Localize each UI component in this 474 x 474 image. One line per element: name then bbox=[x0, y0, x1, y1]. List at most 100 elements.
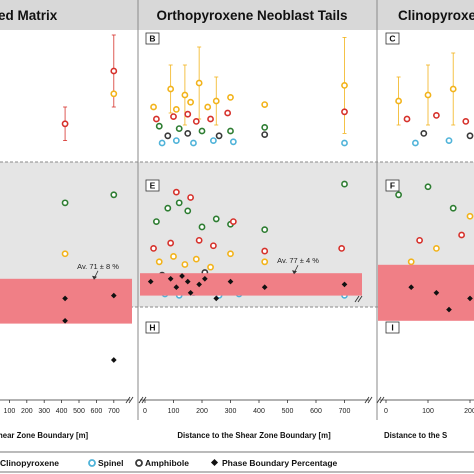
orthopyroxene-point-F-2 bbox=[466, 212, 474, 220]
orthopyroxene-point-E-0 bbox=[155, 258, 163, 266]
amphibole-point-C-1 bbox=[466, 132, 474, 140]
orthopyroxene-point-F-0 bbox=[407, 258, 415, 266]
orthopyroxene-point-C-2 bbox=[449, 52, 457, 126]
svg-text:Av. 77 ± 4 %: Av. 77 ± 4 % bbox=[277, 256, 319, 265]
x-tick-label-col1-7: 700 bbox=[108, 408, 120, 415]
olivine-point-B-3 bbox=[227, 127, 234, 135]
x-tick-label-col2-1: 100 bbox=[168, 408, 180, 415]
x-tick-label-col2-2: 200 bbox=[196, 408, 208, 415]
legend-label-phase-boundary: Phase Boundary Percentage bbox=[222, 458, 338, 468]
clinopyroxene-point-E-5 bbox=[209, 242, 217, 250]
legend-marker-phase-boundary bbox=[210, 458, 219, 467]
clinopyroxene-point-B-4 bbox=[207, 115, 214, 123]
orthopyroxene-point-B-5 bbox=[195, 46, 203, 120]
legend-label-amphibole: Amphibole bbox=[145, 458, 189, 468]
olivine-point-E-0 bbox=[152, 218, 160, 225]
legend-marker-spinel bbox=[88, 459, 96, 467]
olivine-point-col1-middle-1 bbox=[61, 199, 69, 207]
olivine-point-B-2 bbox=[198, 127, 206, 135]
average-band-col1-bottom bbox=[0, 278, 132, 324]
legend-label-clinopyroxene: Clinopyroxene bbox=[0, 458, 59, 468]
svg-text:C: C bbox=[389, 34, 395, 44]
panel-label-h: H bbox=[145, 321, 160, 334]
orthopyroxene-point-E-6 bbox=[261, 258, 269, 266]
panel-label-f: F bbox=[385, 179, 400, 192]
spinel-point-C-0 bbox=[411, 139, 419, 147]
olivine-point-F-2 bbox=[449, 204, 457, 212]
orthopyroxene-point-E-1 bbox=[170, 253, 177, 260]
average-band-H bbox=[140, 273, 362, 296]
orthopyroxene-point-F-1 bbox=[432, 244, 440, 252]
orthopyroxene-point-B-7 bbox=[212, 76, 220, 126]
svg-text:B: B bbox=[149, 34, 155, 44]
x-tick-label-col2-6: 600 bbox=[310, 408, 322, 415]
olivine-point-col1-middle-2 bbox=[110, 191, 118, 199]
phase-boundary-point-H-1 bbox=[167, 275, 174, 282]
phase-boundary-point-H-8 bbox=[213, 295, 220, 302]
clinopyroxene-point-F-1 bbox=[458, 231, 465, 239]
amphibole-point-B-3 bbox=[261, 131, 269, 138]
x-axis-label-col1: hear Zone Boundary [m] bbox=[0, 431, 89, 440]
phase-boundary-point-H-4 bbox=[184, 278, 191, 285]
orthopyroxene-point-col1-top-1 bbox=[110, 90, 118, 98]
clinopyroxene-point-E-8 bbox=[338, 244, 346, 252]
phase-boundary-point-I-2 bbox=[446, 306, 452, 313]
amphibole-point-B-1 bbox=[184, 129, 192, 137]
x-tick-label-col1-3: 300 bbox=[38, 408, 50, 415]
clinopyroxene-point-B-6 bbox=[341, 108, 348, 116]
x-axis-label-col3: Distance to the S bbox=[384, 431, 447, 440]
x-tick-label-col3-0: 0 bbox=[384, 408, 388, 415]
x-tick-labels: 100 200 300 400 500 600 700 0 100 200 300 400 500 600… bbox=[4, 400, 474, 415]
clinopyroxene-point-col1-top-2 bbox=[61, 106, 69, 142]
olivine-point-E-1 bbox=[164, 204, 172, 212]
spinel-point-B-1 bbox=[172, 137, 180, 144]
x-tick-label-col1-6: 600 bbox=[91, 408, 103, 415]
orthopyroxene-point-C-1 bbox=[424, 64, 432, 126]
panel-label-e: E bbox=[145, 179, 160, 192]
x-tick-label-col1-1: 100 bbox=[4, 408, 16, 415]
olivine-point-F-0 bbox=[395, 191, 402, 199]
olivine-point-E-5 bbox=[212, 215, 220, 223]
olivine-point-E-2 bbox=[175, 199, 183, 207]
average-band-I bbox=[378, 264, 474, 321]
phase-boundary-point-H-10 bbox=[261, 284, 268, 291]
orthopyroxene-point-B-10 bbox=[341, 37, 348, 134]
clinopyroxene-point-E-0 bbox=[150, 244, 157, 252]
clinopyroxene-point-C-1 bbox=[432, 112, 440, 119]
phase-boundary-point-I-1 bbox=[433, 289, 440, 296]
panel-label-c: C bbox=[385, 32, 400, 45]
orthopyroxene-point-col1-middle-1 bbox=[61, 250, 69, 258]
orthopyroxene-point-B-0 bbox=[150, 103, 157, 111]
svg-text:H: H bbox=[149, 323, 155, 333]
orthopyroxene-point-E-5 bbox=[227, 250, 234, 258]
olivine-point-E-3 bbox=[184, 207, 192, 215]
orthopyroxene-point-E-3 bbox=[192, 255, 200, 263]
column-title-2: Orthopyroxene Neoblast Tails bbox=[156, 8, 347, 23]
amphibole-point-B-0 bbox=[164, 132, 172, 140]
orthopyroxene-point-E-2 bbox=[181, 261, 189, 268]
olivine-point-F-1 bbox=[424, 183, 432, 191]
clinopyroxene-point-B-3 bbox=[192, 118, 200, 125]
orthopyroxene-point-B-8 bbox=[227, 94, 234, 101]
phase-boundary-point-col1-bottom-5 bbox=[110, 357, 117, 363]
spinel-point-C-1 bbox=[445, 137, 453, 144]
spinel-point-B-4 bbox=[229, 138, 237, 146]
orthopyroxene-point-B-6 bbox=[204, 103, 212, 111]
clinopyroxene-point-C-2 bbox=[462, 118, 470, 125]
x-tick-label-col3-1: 100 bbox=[422, 408, 434, 415]
x-tick-label-col2-5: 500 bbox=[282, 408, 294, 415]
orthopyroxene-point-B-9 bbox=[261, 101, 269, 108]
phase-boundary-point-col1-bottom-4 bbox=[110, 292, 117, 299]
panel-label-b: B bbox=[145, 32, 160, 45]
panel-label-i: I bbox=[385, 321, 400, 334]
phase-boundary-point-H-3 bbox=[179, 273, 185, 279]
phase-boundary-point-H-6 bbox=[196, 281, 202, 288]
x-tick-label-col2-7: 700 bbox=[339, 408, 351, 415]
x-axis-label-col2: Distance to the Shear Zone Boundary [m] bbox=[177, 431, 331, 440]
x-tick-label-col1-5: 500 bbox=[73, 408, 85, 415]
spinel-point-B-5 bbox=[341, 139, 348, 147]
clinopyroxene-point-B-5 bbox=[224, 109, 232, 117]
clinopyroxene-point-E-2 bbox=[172, 188, 180, 196]
phase-boundary-point-I-3 bbox=[467, 295, 473, 302]
